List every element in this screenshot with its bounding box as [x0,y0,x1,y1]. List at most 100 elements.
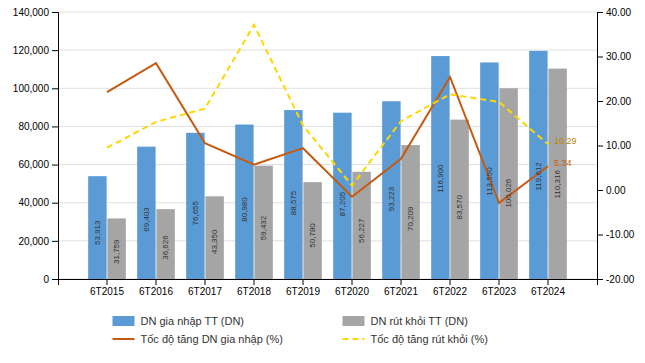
tick-label: 6T2019 [286,286,320,297]
tick: 120,000 [13,45,58,56]
grid [58,12,597,279]
legend-swatch [113,338,135,340]
y2-axis: -20.00 -10.00 0.00 10.00 20.00 30.00 40.00 [597,7,635,285]
tick-label: 140,000 [13,7,50,18]
tick-mark [303,279,304,285]
tick-mark [205,279,206,285]
tick-mark [352,279,353,285]
legend-swatch [343,316,365,326]
tick-mark [597,190,603,191]
data-label: 110,316 [553,170,562,199]
tick: 140,000 [13,7,58,18]
tick-label: 10.00 [606,140,631,151]
tick: 30.00 [597,51,631,62]
legend-item: DN rút khỏi TT (DN) [343,315,468,327]
bar [548,69,566,279]
tick-label: 6T2015 [90,286,124,297]
tick: -10.00 [597,229,635,240]
tick-mark [107,279,108,285]
tick-label: -20.00 [606,274,635,285]
data-label: 87,205 [338,191,347,216]
chart: 53,91369,40376,65580,98088,57587,20593,2… [0,0,645,363]
tick: 10.00 [597,140,631,151]
tick-mark [597,146,603,147]
axis-line [598,13,604,280]
tick: 6T2017 [188,279,222,297]
x-axis: 6T2015 6T2016 6T2017 6T2018 6T2019 6T2020 6T20… [59,279,598,297]
tick: 0.00 [597,185,626,196]
data-label: 53,913 [93,220,102,245]
tick-mark [52,12,58,13]
tick: 6T2020 [335,279,369,297]
data-label: 59,432 [259,215,268,240]
legend-swatch [113,316,135,326]
bar [303,182,321,279]
bar-series [107,69,566,279]
tick-mark [401,279,402,285]
tick: -20.00 [597,274,635,285]
data-label: 113,550 [485,167,494,196]
line [107,63,548,203]
data-label: 43,350 [210,229,219,254]
bar [352,172,370,279]
bar [431,56,449,279]
tick-mark [52,88,58,89]
bar [284,110,302,279]
legend-item: Tốc độ tăng DN gia nhập (%) [113,333,283,345]
bar [235,125,253,279]
tick-mark [254,279,255,285]
legend-item: Tốc độ tăng rút khỏi (%) [343,333,488,345]
tick-mark [52,203,58,204]
bar [156,209,174,279]
tick-label: 6T2021 [384,286,418,297]
tick-mark [52,279,58,280]
tick: 60,000 [18,159,58,170]
tick-label: 0 [43,274,49,285]
data-label: 119,612 [534,162,543,191]
bar [480,62,498,279]
tick-label: 40,000 [18,197,49,208]
bar [254,166,272,279]
tick: 6T2016 [139,279,173,297]
tick: 100,000 [13,83,58,94]
bar [88,176,106,279]
legend-item: DN gia nhập TT (DN) [113,315,245,327]
tick-mark [52,165,58,166]
tick: 6T2022 [433,279,467,297]
bar [333,113,351,279]
legend-label: Tốc độ tăng DN gia nhập (%) [141,333,283,345]
tick: 20.00 [597,96,631,107]
data-labels: 53,91369,40376,65580,98088,57587,20593,2… [93,162,562,264]
legend-label: Tốc độ tăng rút khỏi (%) [371,333,488,345]
data-label: 70,209 [406,206,415,231]
line [107,25,548,186]
axis-line [59,280,598,286]
tick-label: 6T2018 [237,286,271,297]
tick: 20,000 [18,236,58,247]
annotation: 5.34 [554,158,572,168]
tick-label: 6T2017 [188,286,222,297]
tick-label: 20.00 [606,96,631,107]
tick-mark [548,279,549,285]
tick: 0 [43,274,58,285]
tick-mark [52,126,58,127]
tick-label: 6T2022 [433,286,467,297]
bar [450,120,468,279]
legend: DN gia nhập TT (DN) DN rút khỏi TT (DN) Tố… [113,315,488,345]
tick: 40.00 [597,7,631,18]
tick-mark [597,235,603,236]
tick: 40,000 [18,197,58,208]
data-label: 76,655 [191,200,200,225]
tick: 80,000 [18,121,58,132]
tick: 6T2024 [531,279,565,297]
bar [529,51,547,279]
data-label: 31,759 [112,239,121,264]
bar [137,147,155,279]
data-label: 50,780 [308,223,317,248]
tick-label: 20,000 [18,236,49,247]
tick-mark [52,50,58,51]
tick: 6T2021 [384,279,418,297]
legend-label: DN rút khỏi TT (DN) [371,315,468,327]
tick-mark [156,279,157,285]
data-label: 56,227 [357,218,366,243]
